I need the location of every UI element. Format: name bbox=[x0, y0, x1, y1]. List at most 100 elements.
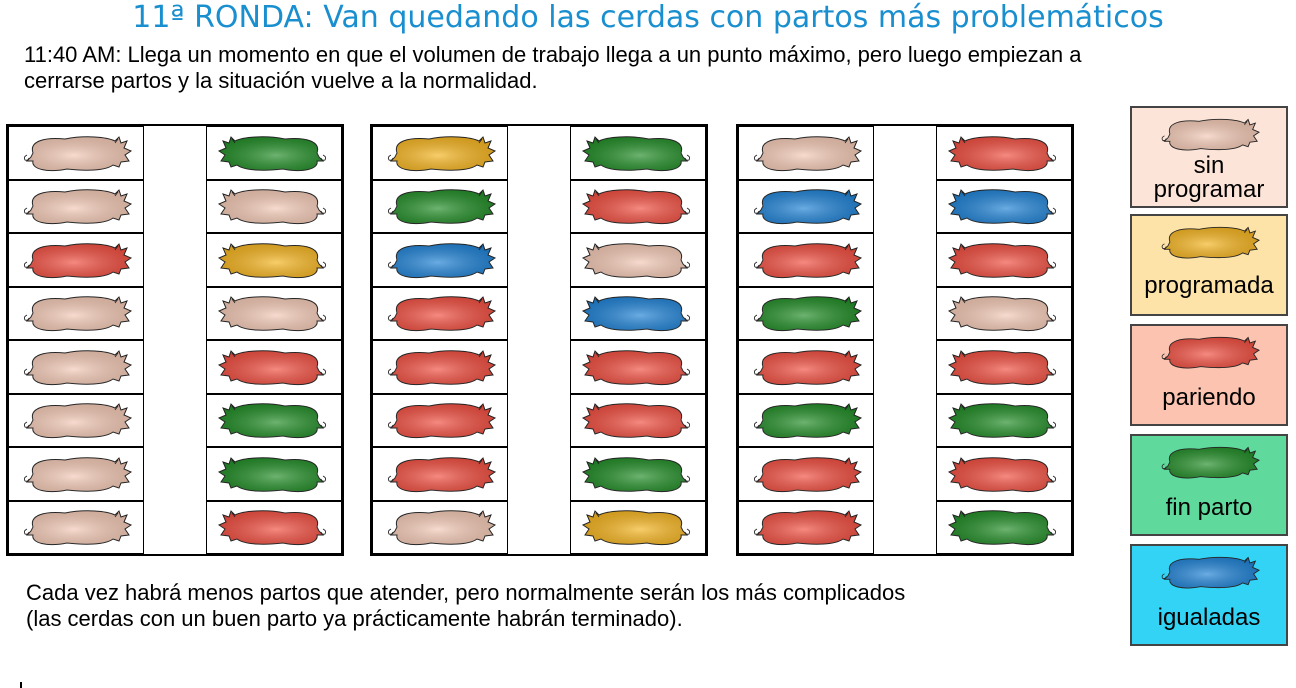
pig-icon bbox=[947, 456, 1057, 492]
pig-icon bbox=[217, 242, 327, 278]
pig-icon bbox=[581, 510, 691, 546]
pig-icon bbox=[1148, 114, 1270, 154]
pig-icon bbox=[387, 510, 497, 546]
aisle bbox=[508, 179, 570, 233]
aisle bbox=[508, 340, 570, 394]
pen-cell bbox=[570, 500, 706, 554]
pig-icon bbox=[1148, 442, 1270, 482]
aisle bbox=[144, 286, 206, 340]
pig-icon bbox=[581, 296, 691, 332]
pig-icon bbox=[217, 189, 327, 225]
pig-icon bbox=[387, 349, 497, 385]
pen-cell bbox=[206, 500, 342, 554]
aisle bbox=[144, 233, 206, 287]
aisle bbox=[144, 179, 206, 233]
pen-cell bbox=[8, 126, 144, 180]
legend-igualadas: igualadas bbox=[1130, 544, 1288, 646]
pen-cell bbox=[372, 126, 508, 180]
pig-icon bbox=[753, 403, 863, 439]
pen-cell bbox=[372, 500, 508, 554]
aisle bbox=[144, 340, 206, 394]
pen-cell bbox=[206, 126, 342, 180]
pig-icon bbox=[387, 189, 497, 225]
legend-pariendo: pariendo bbox=[1130, 324, 1288, 426]
pig-icon bbox=[1161, 118, 1260, 151]
pig-icon bbox=[753, 242, 863, 278]
pig-icon bbox=[581, 403, 691, 439]
pen-cell bbox=[936, 233, 1072, 287]
pen-cell bbox=[936, 340, 1072, 394]
pig-icon bbox=[753, 189, 863, 225]
aisle bbox=[874, 126, 936, 180]
aisle bbox=[508, 286, 570, 340]
pen-cell bbox=[372, 447, 508, 501]
pen-grid-1 bbox=[6, 124, 344, 556]
pen-cell bbox=[8, 447, 144, 501]
pig-icon bbox=[1148, 552, 1270, 592]
footer-line-1: Cada vez habrá menos partos que atender,… bbox=[26, 580, 906, 605]
aisle bbox=[144, 126, 206, 180]
pig-icon bbox=[217, 456, 327, 492]
pig-icon bbox=[753, 296, 863, 332]
pig-icon bbox=[387, 242, 497, 278]
aisle bbox=[508, 447, 570, 501]
pig-icon bbox=[947, 242, 1057, 278]
pig-icon bbox=[217, 403, 327, 439]
pig-icon bbox=[947, 135, 1057, 171]
pen-cell bbox=[738, 179, 874, 233]
pig-icon bbox=[387, 296, 497, 332]
aisle bbox=[144, 500, 206, 554]
pen-cell bbox=[372, 340, 508, 394]
pig-icon bbox=[23, 349, 133, 385]
pig-icon bbox=[947, 296, 1057, 332]
pig-icon bbox=[1161, 556, 1260, 589]
pig-icon bbox=[581, 189, 691, 225]
pig-icon bbox=[23, 189, 133, 225]
pen-cell bbox=[936, 447, 1072, 501]
pen-cell bbox=[936, 500, 1072, 554]
legend-label: sin programar bbox=[1153, 152, 1265, 203]
pig-icon bbox=[947, 403, 1057, 439]
pen-cell bbox=[570, 233, 706, 287]
pen-cell bbox=[372, 233, 508, 287]
pen-cell bbox=[570, 286, 706, 340]
pig-icon bbox=[387, 456, 497, 492]
pen-cell bbox=[8, 340, 144, 394]
pig-icon bbox=[217, 349, 327, 385]
pig-icon bbox=[23, 403, 133, 439]
pen-cell bbox=[738, 126, 874, 180]
pen-cell bbox=[570, 179, 706, 233]
footer-line-2: (las cerdas con un buen parto ya práctic… bbox=[26, 606, 683, 631]
corner-mark bbox=[20, 682, 22, 688]
legend-label: igualadas bbox=[1157, 604, 1261, 631]
pen-cell bbox=[372, 393, 508, 447]
legend-label: programada bbox=[1144, 272, 1274, 299]
pen-cell bbox=[570, 126, 706, 180]
aisle bbox=[144, 393, 206, 447]
pig-icon bbox=[947, 189, 1057, 225]
pen-cell bbox=[206, 286, 342, 340]
pig-icon bbox=[581, 242, 691, 278]
pig-icon bbox=[753, 135, 863, 171]
pig-icon bbox=[947, 349, 1057, 385]
pig-icon bbox=[947, 510, 1057, 546]
legend-sin-programar: sin programar bbox=[1130, 106, 1288, 208]
pig-icon bbox=[23, 135, 133, 171]
legend-fin-parto: fin parto bbox=[1130, 434, 1288, 536]
pen-grid-3 bbox=[736, 124, 1074, 556]
pen-grid-2 bbox=[370, 124, 708, 556]
aisle bbox=[874, 393, 936, 447]
pen-cell bbox=[206, 179, 342, 233]
aisle bbox=[508, 500, 570, 554]
pen-cell bbox=[8, 233, 144, 287]
pen-cell bbox=[738, 500, 874, 554]
pen-cell bbox=[738, 393, 874, 447]
aisle bbox=[874, 447, 936, 501]
legend-label: fin parto bbox=[1165, 494, 1253, 521]
pen-cell bbox=[8, 179, 144, 233]
pen-cell bbox=[936, 126, 1072, 180]
pig-icon bbox=[581, 349, 691, 385]
aisle bbox=[508, 233, 570, 287]
pig-icon bbox=[217, 510, 327, 546]
pen-cell bbox=[936, 286, 1072, 340]
